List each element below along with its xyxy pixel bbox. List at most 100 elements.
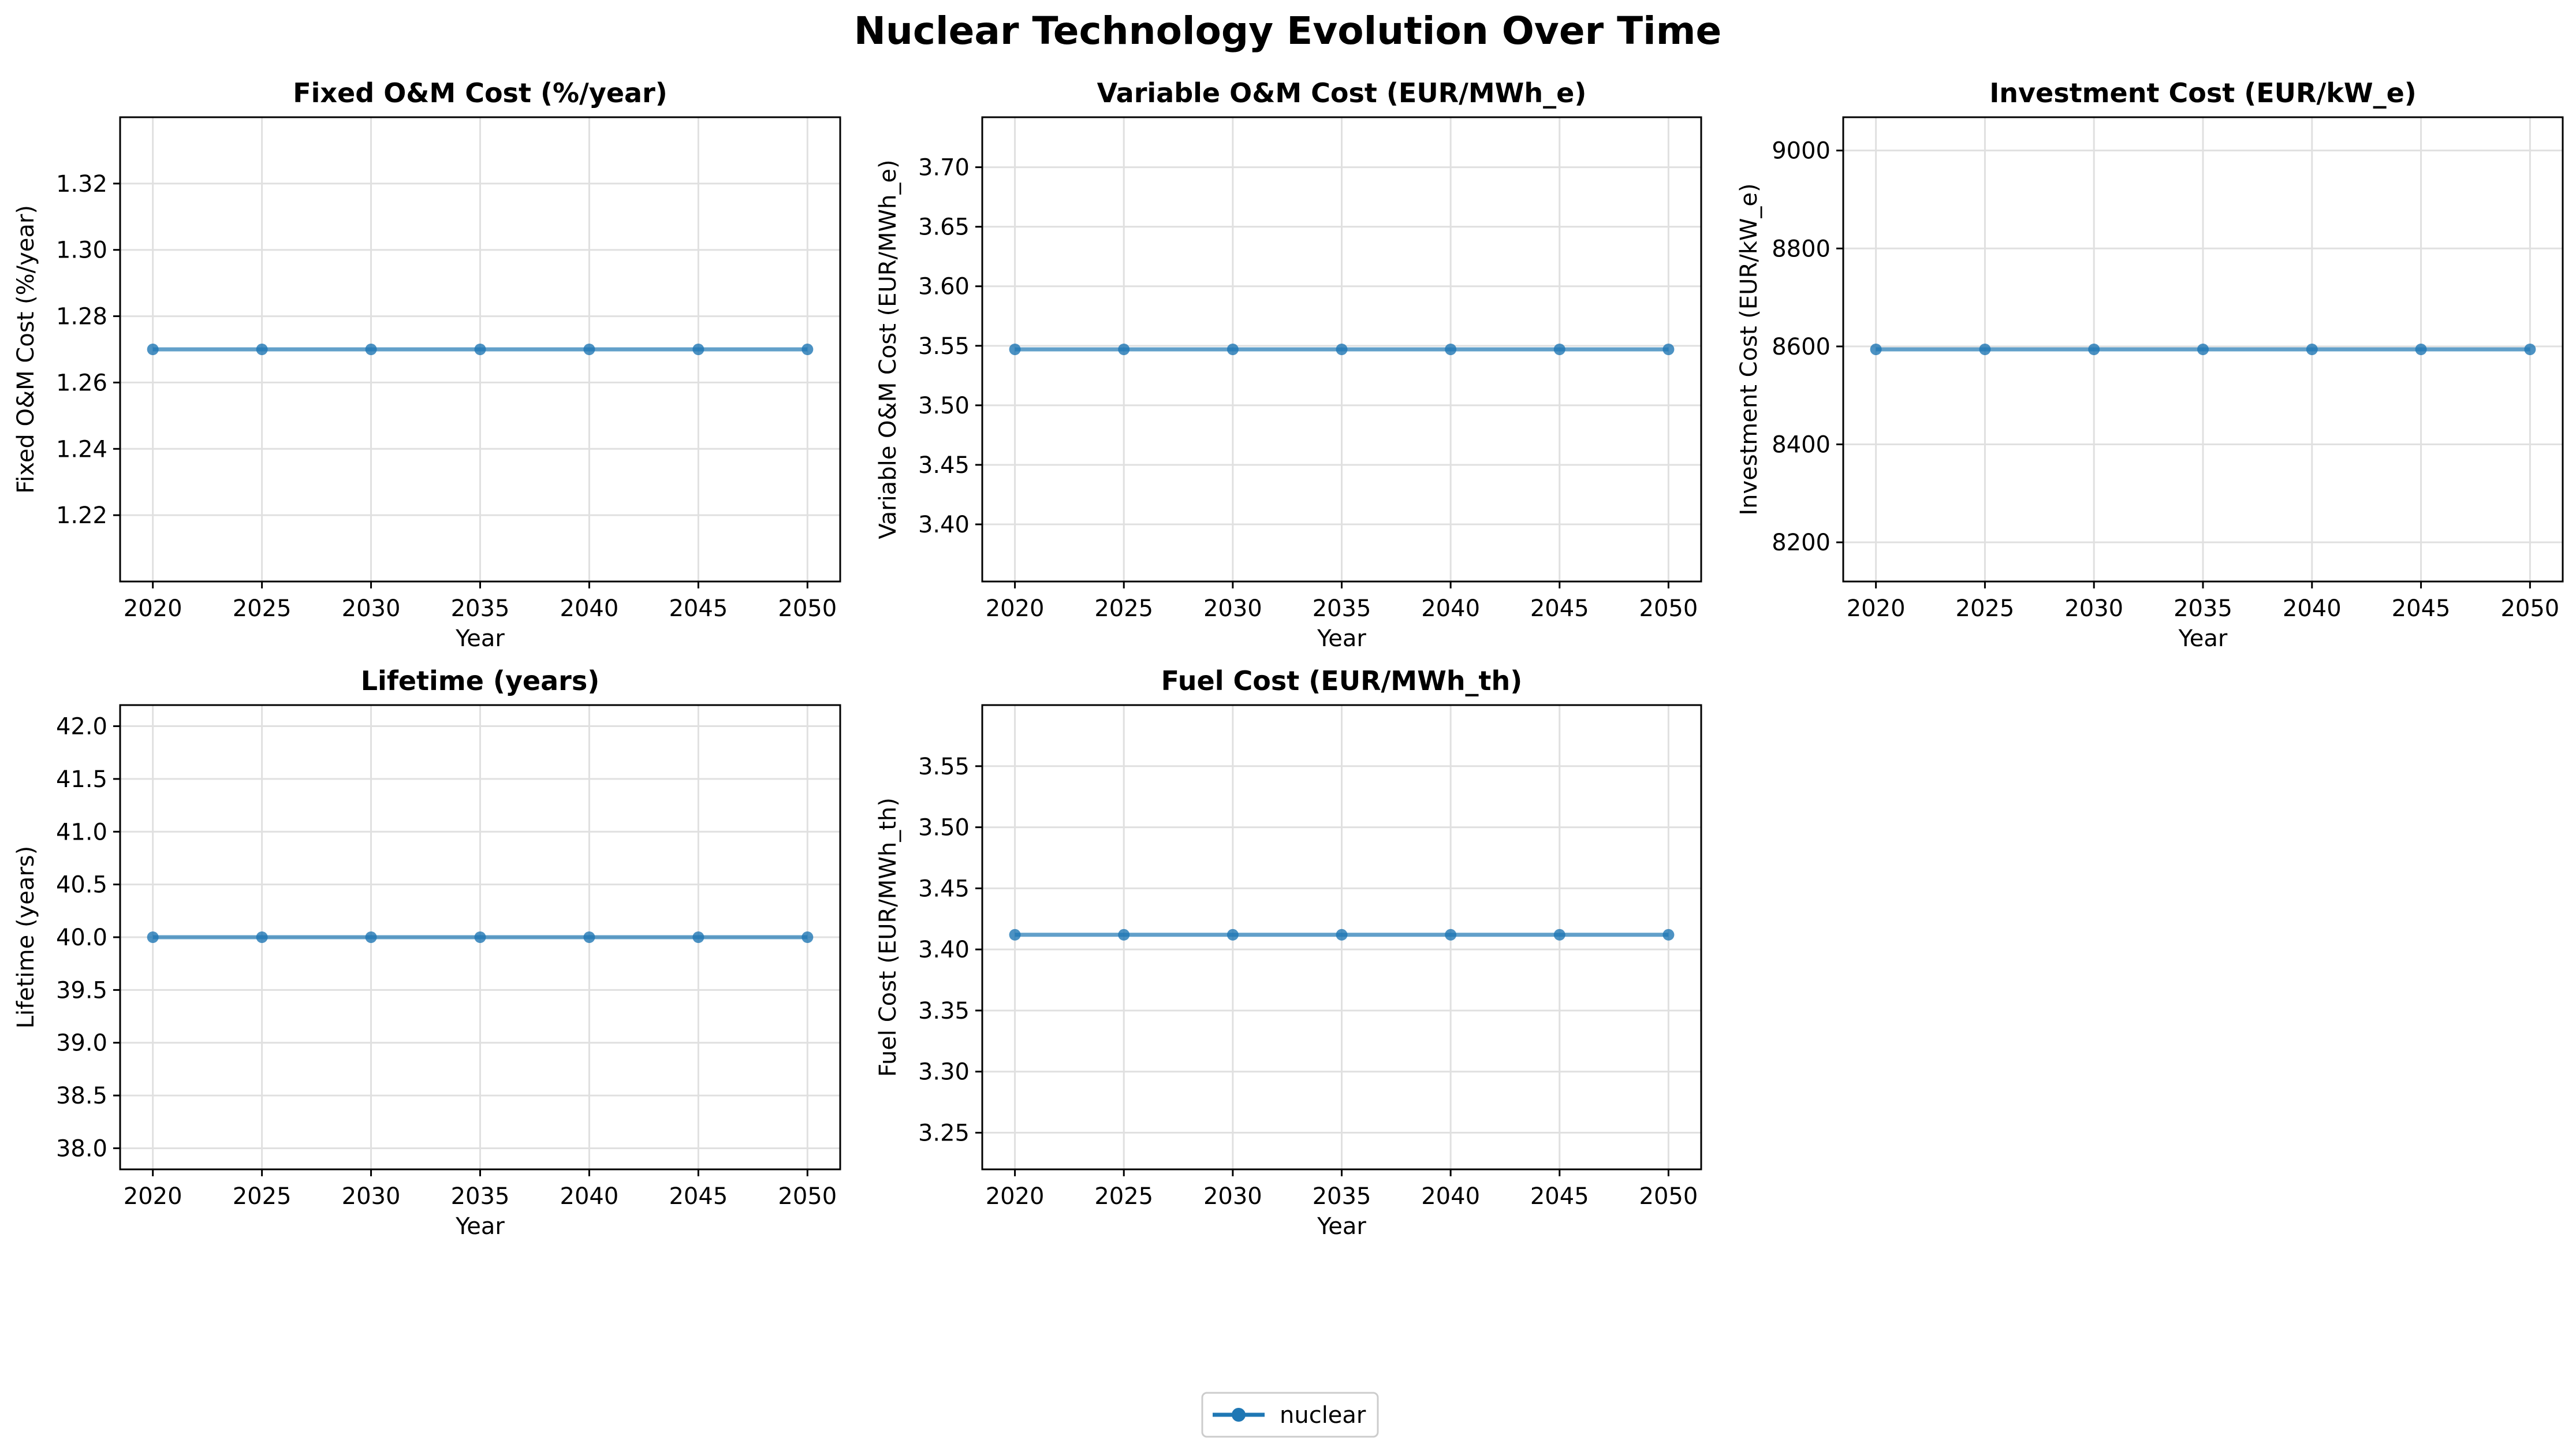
y-axis-label: Lifetime (years) (13, 846, 39, 1028)
subplot-1: 2020 2025 2030 2035 2040 2045 2050 1.22 1.24 1.26… (13, 77, 841, 652)
data-point (474, 344, 486, 355)
subplot-2: 2020 2025 2030 2035 2040 2045 2050 3.40 3.45 3.50… (875, 77, 1702, 652)
axes-frame (119, 116, 841, 583)
data-point (1118, 344, 1130, 355)
x-tick-label: 2045 (1530, 1183, 1589, 1210)
y-tick-label: 3.50 (918, 393, 970, 419)
x-tick-label: 2030 (342, 595, 401, 622)
data-point (1009, 344, 1021, 355)
data-point (2415, 344, 2427, 355)
subplot-title: Fixed O&M Cost (%/year) (293, 77, 668, 109)
x-axis-label: Year (2178, 625, 2228, 652)
subplot-grid: 2020 2025 2030 2035 2040 2045 2050 1.22 1.24 1.26… (13, 77, 2564, 1240)
y-tick-label: 1.28 (56, 304, 107, 330)
x-tick-label: 2020 (986, 1183, 1045, 1210)
y-tick-label: 38.0 (56, 1135, 107, 1162)
data-point (1870, 344, 1882, 355)
y-tick-label: 1.24 (56, 436, 107, 463)
data-point (474, 931, 486, 943)
x-tick-label: 2050 (778, 595, 837, 622)
x-tick-label: 2025 (1094, 1183, 1153, 1210)
y-tick-label: 41.0 (56, 819, 107, 845)
y-tick-label: 3.70 (918, 155, 970, 181)
subplot-4: 2020 2025 2030 2035 2040 2045 2050 38.0 38.5 39.0… (13, 665, 841, 1240)
axes-frame (981, 116, 1702, 583)
subplot-title: Lifetime (years) (361, 665, 600, 696)
axes-frame (119, 704, 841, 1171)
x-axis-label: Year (455, 1213, 505, 1240)
x-axis-label: Year (455, 625, 505, 652)
x-tick-label: 2050 (778, 1183, 837, 1210)
y-tick-label: 9000 (1772, 138, 1831, 165)
data-point (365, 344, 377, 355)
x-tick-label: 2020 (124, 595, 182, 622)
legend-frame (1201, 1392, 1379, 1438)
data-point (1553, 344, 1565, 355)
data-point (1979, 344, 1991, 355)
subplot-title: Fuel Cost (EUR/MWh_th) (1161, 665, 1523, 696)
legend-marker-nuclear (1232, 1408, 1246, 1422)
x-axis-label: Year (1317, 625, 1366, 652)
x-tick-label: 2035 (2174, 595, 2232, 622)
y-tick-label: 41.5 (56, 766, 107, 793)
data-point (1336, 929, 1348, 941)
y-axis-label: Fuel Cost (EUR/MWh_th) (875, 797, 901, 1077)
y-tick-label: 3.35 (918, 998, 970, 1024)
x-tick-label: 2050 (1639, 595, 1698, 622)
y-tick-label: 3.60 (918, 274, 970, 300)
y-tick-label: 3.55 (918, 333, 970, 360)
x-tick-label: 2030 (342, 1183, 401, 1210)
data-point (256, 931, 268, 943)
data-point (2088, 344, 2100, 355)
x-tick-label: 2035 (1313, 595, 1371, 622)
y-tick-label: 1.30 (56, 237, 107, 264)
x-tick-label: 2020 (124, 1183, 182, 1210)
data-point (801, 344, 814, 355)
y-tick-label: 39.5 (56, 977, 107, 1004)
y-tick-label: 3.40 (918, 512, 970, 538)
x-tick-label: 2040 (1421, 1183, 1480, 1210)
x-tick-label: 2045 (1530, 595, 1589, 622)
y-tick-label: 1.26 (56, 370, 107, 396)
data-point (2306, 344, 2318, 355)
x-tick-label: 2040 (1421, 595, 1480, 622)
data-point (1445, 929, 1457, 941)
y-tick-label: 1.22 (56, 502, 107, 529)
data-point (2197, 344, 2209, 355)
data-point (1336, 344, 1348, 355)
x-tick-label: 2030 (1203, 595, 1262, 622)
x-tick-label: 2035 (451, 595, 510, 622)
data-point (1227, 929, 1239, 941)
y-tick-label: 40.5 (56, 872, 107, 899)
data-point (1118, 929, 1130, 941)
y-axis-label: Variable O&M Cost (EUR/MWh_e) (875, 159, 901, 539)
x-tick-label: 2025 (233, 595, 292, 622)
y-axis-label: Investment Cost (EUR/kW_e) (1736, 183, 1762, 515)
legend-label-nuclear: nuclear (1280, 1402, 1366, 1429)
y-tick-label: 3.65 (918, 214, 970, 241)
x-tick-label: 2040 (560, 595, 619, 622)
subplot-title: Variable O&M Cost (EUR/MWh_e) (1097, 77, 1587, 109)
data-point (2524, 344, 2536, 355)
y-tick-label: 3.45 (918, 875, 970, 902)
data-point (583, 931, 595, 943)
y-tick-label: 39.0 (56, 1030, 107, 1057)
y-tick-label: 8600 (1772, 334, 1831, 360)
data-point (1227, 344, 1239, 355)
x-tick-label: 2020 (986, 595, 1045, 622)
x-tick-label: 2030 (2064, 595, 2123, 622)
y-axis-label: Fixed O&M Cost (%/year) (13, 205, 39, 494)
data-point (1662, 929, 1675, 941)
data-point (801, 931, 814, 943)
y-tick-label: 8200 (1772, 530, 1831, 556)
x-tick-label: 2025 (1094, 595, 1153, 622)
y-tick-label: 3.45 (918, 452, 970, 479)
y-tick-label: 3.40 (918, 937, 970, 963)
data-point (583, 344, 595, 355)
x-tick-label: 2025 (233, 1183, 292, 1210)
x-tick-label: 2030 (1203, 1183, 1262, 1210)
y-tick-label: 3.55 (918, 754, 970, 780)
x-tick-label: 2040 (560, 1183, 619, 1210)
